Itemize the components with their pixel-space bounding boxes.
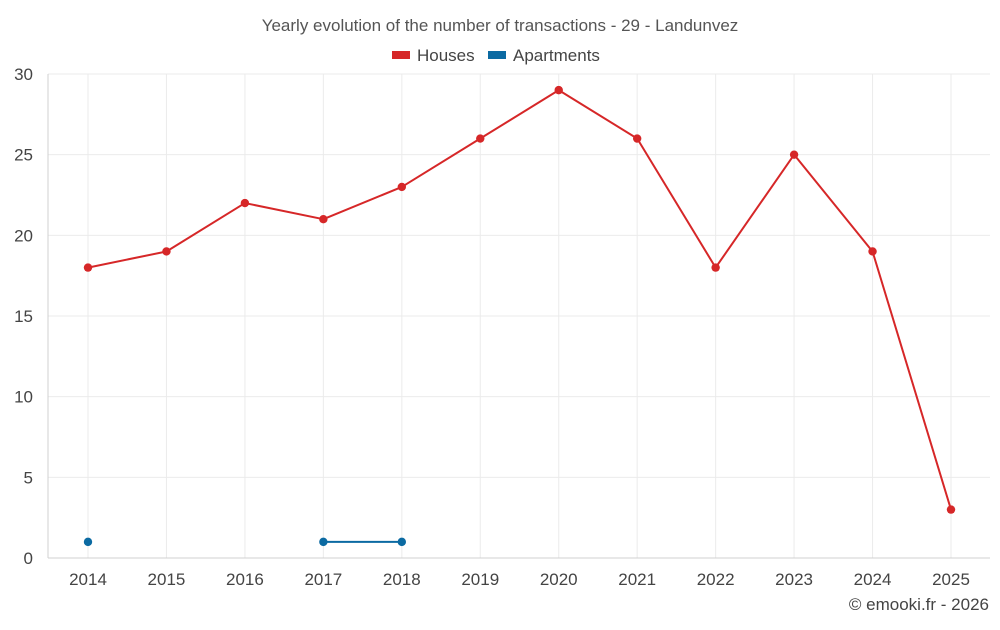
data-point-houses: [946, 505, 956, 514]
data-point-houses: [554, 85, 563, 95]
y-tick-label: 20: [14, 226, 33, 245]
x-tick-label: 2025: [932, 570, 970, 589]
legend-item-houses[interactable]: Houses: [392, 46, 475, 65]
series-line-houses: [87, 89, 952, 510]
legend-swatch-houses: [392, 51, 410, 59]
data-point-houses: [83, 263, 93, 272]
data-point-apartments: [397, 537, 407, 547]
data-point-houses: [240, 198, 250, 208]
y-tick-label: 5: [24, 468, 33, 487]
x-tick-label: 2020: [540, 570, 578, 589]
legend: Houses Apartments: [392, 46, 600, 65]
y-tick-label: 30: [14, 65, 33, 84]
data-point-houses: [711, 263, 720, 272]
data-point-houses: [162, 247, 171, 256]
x-tick-label: 2019: [461, 570, 499, 589]
legend-label-apartments: Apartments: [513, 46, 600, 65]
data-point-houses: [397, 182, 407, 192]
y-tick-label: 25: [14, 146, 33, 165]
y-tick-label: 15: [14, 307, 33, 326]
x-tick-label: 2017: [304, 570, 342, 589]
x-tick-label: 2016: [226, 570, 264, 589]
data-point-apartments: [319, 537, 328, 547]
x-tick-label: 2015: [148, 570, 186, 589]
data-point-houses: [789, 150, 799, 159]
legend-label-houses: Houses: [417, 46, 475, 65]
series-houses: [83, 85, 956, 514]
x-tick-label: 2021: [618, 570, 656, 589]
data-point-houses: [476, 134, 485, 143]
legend-swatch-apartments: [488, 51, 506, 59]
x-tick-label: 2014: [69, 570, 107, 589]
chart-title: Yearly evolution of the number of transa…: [262, 16, 739, 35]
data-point-apartments: [83, 537, 93, 547]
data-point-houses: [319, 215, 328, 224]
data-series: [83, 85, 956, 547]
gridlines: [48, 73, 990, 558]
x-tick-label: 2023: [775, 570, 813, 589]
x-tick-label: 2022: [697, 570, 735, 589]
x-tick-label: 2018: [383, 570, 421, 589]
series-apartments: [83, 537, 407, 547]
legend-item-apartments[interactable]: Apartments: [488, 46, 600, 65]
copyright-footer: © emooki.fr - 2026: [849, 595, 989, 614]
y-tick-label: 0: [24, 549, 33, 568]
data-point-houses: [632, 134, 642, 143]
data-point-houses: [868, 247, 877, 256]
y-tick-label: 10: [14, 388, 33, 407]
x-tick-label: 2024: [854, 570, 892, 589]
